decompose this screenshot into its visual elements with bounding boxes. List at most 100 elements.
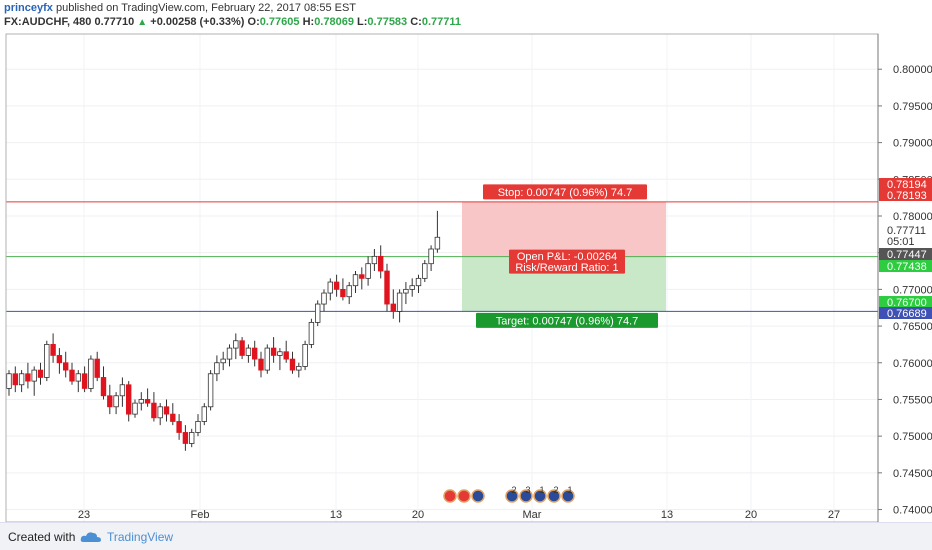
- candle-down: [144, 399, 151, 404]
- target-label-text: Target: 0.00747 (0.96%) 74.7: [496, 315, 638, 327]
- candle-up: [119, 384, 126, 397]
- candle-down: [251, 347, 258, 360]
- candle: [88, 355, 94, 393]
- event-flag-circle: [457, 489, 471, 503]
- candle: [31, 366, 37, 396]
- author-link[interactable]: princeyfx: [4, 2, 53, 14]
- candle: [296, 362, 302, 378]
- event-flag-icon[interactable]: [457, 489, 471, 503]
- price-tag-text: 0.78193: [887, 190, 927, 202]
- candle-down: [359, 274, 365, 279]
- event-flag-icon[interactable]: [471, 489, 485, 503]
- close-label: C:: [410, 16, 422, 28]
- tradingview-brand[interactable]: TradingView: [107, 530, 174, 544]
- candle: [170, 403, 176, 426]
- candle-down: [25, 373, 31, 382]
- price-tag-bg: [879, 248, 932, 260]
- price-tag: 0.77711: [879, 224, 932, 237]
- candle-up: [365, 263, 371, 279]
- price-tag-bg: [879, 296, 932, 308]
- candle: [308, 318, 315, 349]
- candle-up: [396, 292, 403, 312]
- candle-up: [308, 321, 315, 345]
- pnl-label-text: Risk/Reward Ratio: 1: [515, 262, 618, 274]
- event-group-icon[interactable]: 3: [519, 485, 533, 503]
- candle: [12, 366, 18, 393]
- price-tag-text: 0.77447: [887, 249, 927, 261]
- candle-up: [302, 344, 308, 367]
- candle: [138, 392, 144, 411]
- stop-label-text: Stop: 0.00747 (0.96%) 74.7: [498, 187, 633, 199]
- candle: [107, 384, 113, 415]
- candle-up: [188, 432, 195, 444]
- event-group-icon[interactable]: 2: [547, 485, 561, 503]
- price-tag-bg: [879, 307, 932, 319]
- candle-up: [226, 347, 233, 360]
- candle: [188, 428, 195, 448]
- candle: [157, 403, 163, 426]
- open-value: 0.77605: [259, 16, 300, 28]
- low-label: L:: [357, 16, 368, 28]
- plot-border: [5, 33, 879, 522]
- price-tag: 0.76700: [879, 296, 932, 309]
- symbol-label[interactable]: FX:AUDCHF, 480: [4, 16, 92, 28]
- price-tick-label: 0.74500: [893, 468, 932, 480]
- candle: [422, 260, 428, 283]
- time-tick-label: 20: [412, 509, 424, 521]
- event-flag-icon[interactable]: [443, 489, 457, 503]
- last-price: 0.77710: [94, 16, 135, 28]
- price-tick-label: 0.79000: [893, 138, 932, 150]
- candle-up: [195, 421, 201, 433]
- price-tick-label: 0.79500: [893, 101, 932, 113]
- event-flag-circle: [471, 489, 485, 503]
- price-tag-text: 0.77711: [887, 225, 926, 237]
- candle: [233, 333, 239, 360]
- price-tick-label: 0.76000: [893, 358, 932, 370]
- candle: [119, 377, 126, 407]
- candle-up: [233, 340, 239, 349]
- candle-down: [151, 402, 157, 419]
- time-tick-label: 27: [828, 509, 840, 521]
- pnl-label-bg: [509, 249, 625, 274]
- time-axis[interactable]: 23 Feb 13 20 Mar 13 20 27: [78, 509, 840, 521]
- event-group-circle: [547, 489, 561, 503]
- candle-up: [346, 285, 352, 298]
- target-label-bg: [476, 312, 658, 328]
- candle: [245, 344, 252, 363]
- candle: [277, 348, 283, 371]
- position-levels: [6, 201, 878, 312]
- candle-up: [31, 369, 37, 382]
- price-axis[interactable]: 0.800000.795000.790000.785000.780000.775…: [878, 64, 932, 517]
- price-tag-bg: [879, 260, 932, 272]
- candle: [390, 289, 396, 319]
- position-labels: Stop: 0.00747 (0.96%) 74.7 Open P&L: -0.0…: [476, 184, 658, 328]
- candle-down: [390, 303, 396, 312]
- close-value: 0.77711: [421, 16, 461, 28]
- candle: [289, 351, 296, 374]
- time-tick-label: Mar: [523, 509, 542, 521]
- candle-up: [371, 255, 378, 265]
- candle: [6, 370, 12, 396]
- candle: [226, 344, 233, 367]
- price-tag: 05:01: [879, 235, 932, 248]
- price-tick-label: 0.78000: [893, 211, 932, 223]
- event-group-icon[interactable]: 2: [505, 485, 519, 503]
- candle: [321, 289, 327, 312]
- candle-down: [333, 281, 340, 290]
- price-tag-text: 0.76700: [887, 297, 927, 309]
- price-chart[interactable]: Stop: 0.00747 (0.96%) 74.7 Open P&L: -0.0…: [0, 30, 932, 522]
- candle: [81, 366, 88, 393]
- time-tick-label: 23: [78, 509, 90, 521]
- event-group-icon[interactable]: 1: [561, 485, 575, 503]
- price-tag: 0.78193: [879, 189, 932, 202]
- price-tick-label: 0.77000: [893, 284, 932, 296]
- event-group-icon[interactable]: 1: [533, 485, 547, 503]
- candle-down: [163, 406, 170, 415]
- tradingview-cloud-icon: [80, 532, 101, 542]
- candle: [195, 414, 201, 437]
- event-flag-circle: [443, 489, 457, 503]
- candle-down: [258, 358, 264, 371]
- candle-up: [434, 236, 441, 250]
- price-tag: 0.77438: [879, 260, 932, 273]
